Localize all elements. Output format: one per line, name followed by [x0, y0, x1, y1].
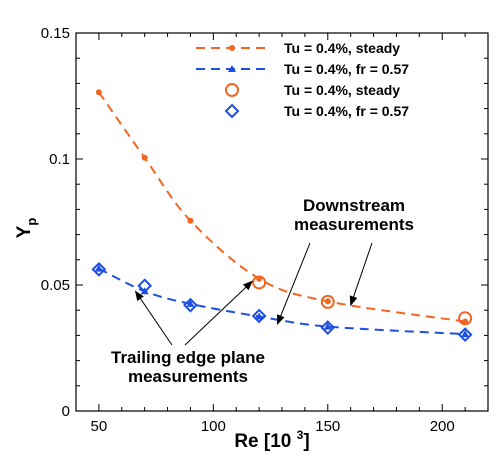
annotation-text: Downstream	[303, 196, 405, 215]
legend-marker	[228, 65, 236, 72]
legend-label: Tu = 0.4%, steady	[284, 40, 400, 56]
legend-label: Tu = 0.4%, steady	[284, 82, 400, 98]
data-point	[462, 318, 469, 325]
series-0	[95, 89, 469, 325]
series-3	[91, 261, 473, 343]
legend-label: Tu = 0.4%, fr = 0.57	[284, 103, 409, 119]
data-point	[252, 275, 267, 290]
annotation-arrow	[184, 280, 253, 346]
axis-titles: Re [10 3] Yp	[14, 218, 310, 452]
data-point	[255, 312, 264, 320]
legend-item: Tu = 0.4%, fr = 0.57	[196, 61, 409, 77]
y-tick-label: 0.1	[49, 151, 70, 168]
data-point	[458, 311, 473, 326]
data-point	[95, 89, 102, 96]
legend-marker	[229, 45, 235, 51]
series-line	[98, 91, 466, 323]
data-point	[324, 298, 331, 305]
annotation-text: Trailing edge plane	[111, 348, 265, 367]
series-2	[252, 275, 473, 326]
annotation-text: measurements	[128, 367, 248, 386]
annotation-arrow	[134, 290, 173, 346]
annotation-text: measurements	[294, 215, 414, 234]
data-point	[461, 330, 470, 338]
data-point	[141, 154, 148, 161]
y-axis-title: Yp	[14, 218, 39, 239]
x-axis-title: Re [10 3]	[234, 428, 309, 452]
data-point	[183, 297, 198, 313]
legend-item: Tu = 0.4%, steady	[196, 40, 400, 56]
x-tick-label: 150	[315, 418, 340, 435]
data-point	[320, 294, 335, 309]
data-point	[320, 320, 336, 336]
data-point	[137, 278, 153, 294]
series-1	[94, 264, 470, 338]
legend-label: Tu = 0.4%, fr = 0.57	[284, 61, 409, 77]
legend: Tu = 0.4%, steady Tu = 0.4%, fr = 0.57 Tu …	[196, 40, 409, 119]
data-point	[94, 264, 103, 272]
legend-item: Tu = 0.4%, fr = 0.57	[224, 103, 409, 119]
series-line	[98, 267, 466, 336]
data-point	[186, 299, 195, 307]
y-tick-label: 0.15	[41, 25, 70, 42]
x-tick-label: 50	[91, 418, 108, 435]
data-point	[457, 327, 473, 343]
y-tick-label: 0.05	[41, 277, 70, 294]
legend-marker	[225, 83, 239, 97]
data-point	[323, 322, 332, 330]
data-point	[251, 308, 267, 324]
annotation-arrow	[276, 242, 311, 325]
x-tick-label: 200	[430, 418, 455, 435]
data-point	[187, 217, 194, 224]
legend-item: Tu = 0.4%, steady	[225, 82, 400, 98]
y-tick-label: 0	[62, 403, 70, 420]
plot-area: 50 100 150 200 0 0.05 0.1 0.15	[41, 25, 489, 435]
data-point	[91, 261, 107, 277]
x-tick-label: 100	[201, 418, 226, 435]
legend-marker	[224, 103, 240, 119]
annotation-arrow	[349, 242, 373, 307]
